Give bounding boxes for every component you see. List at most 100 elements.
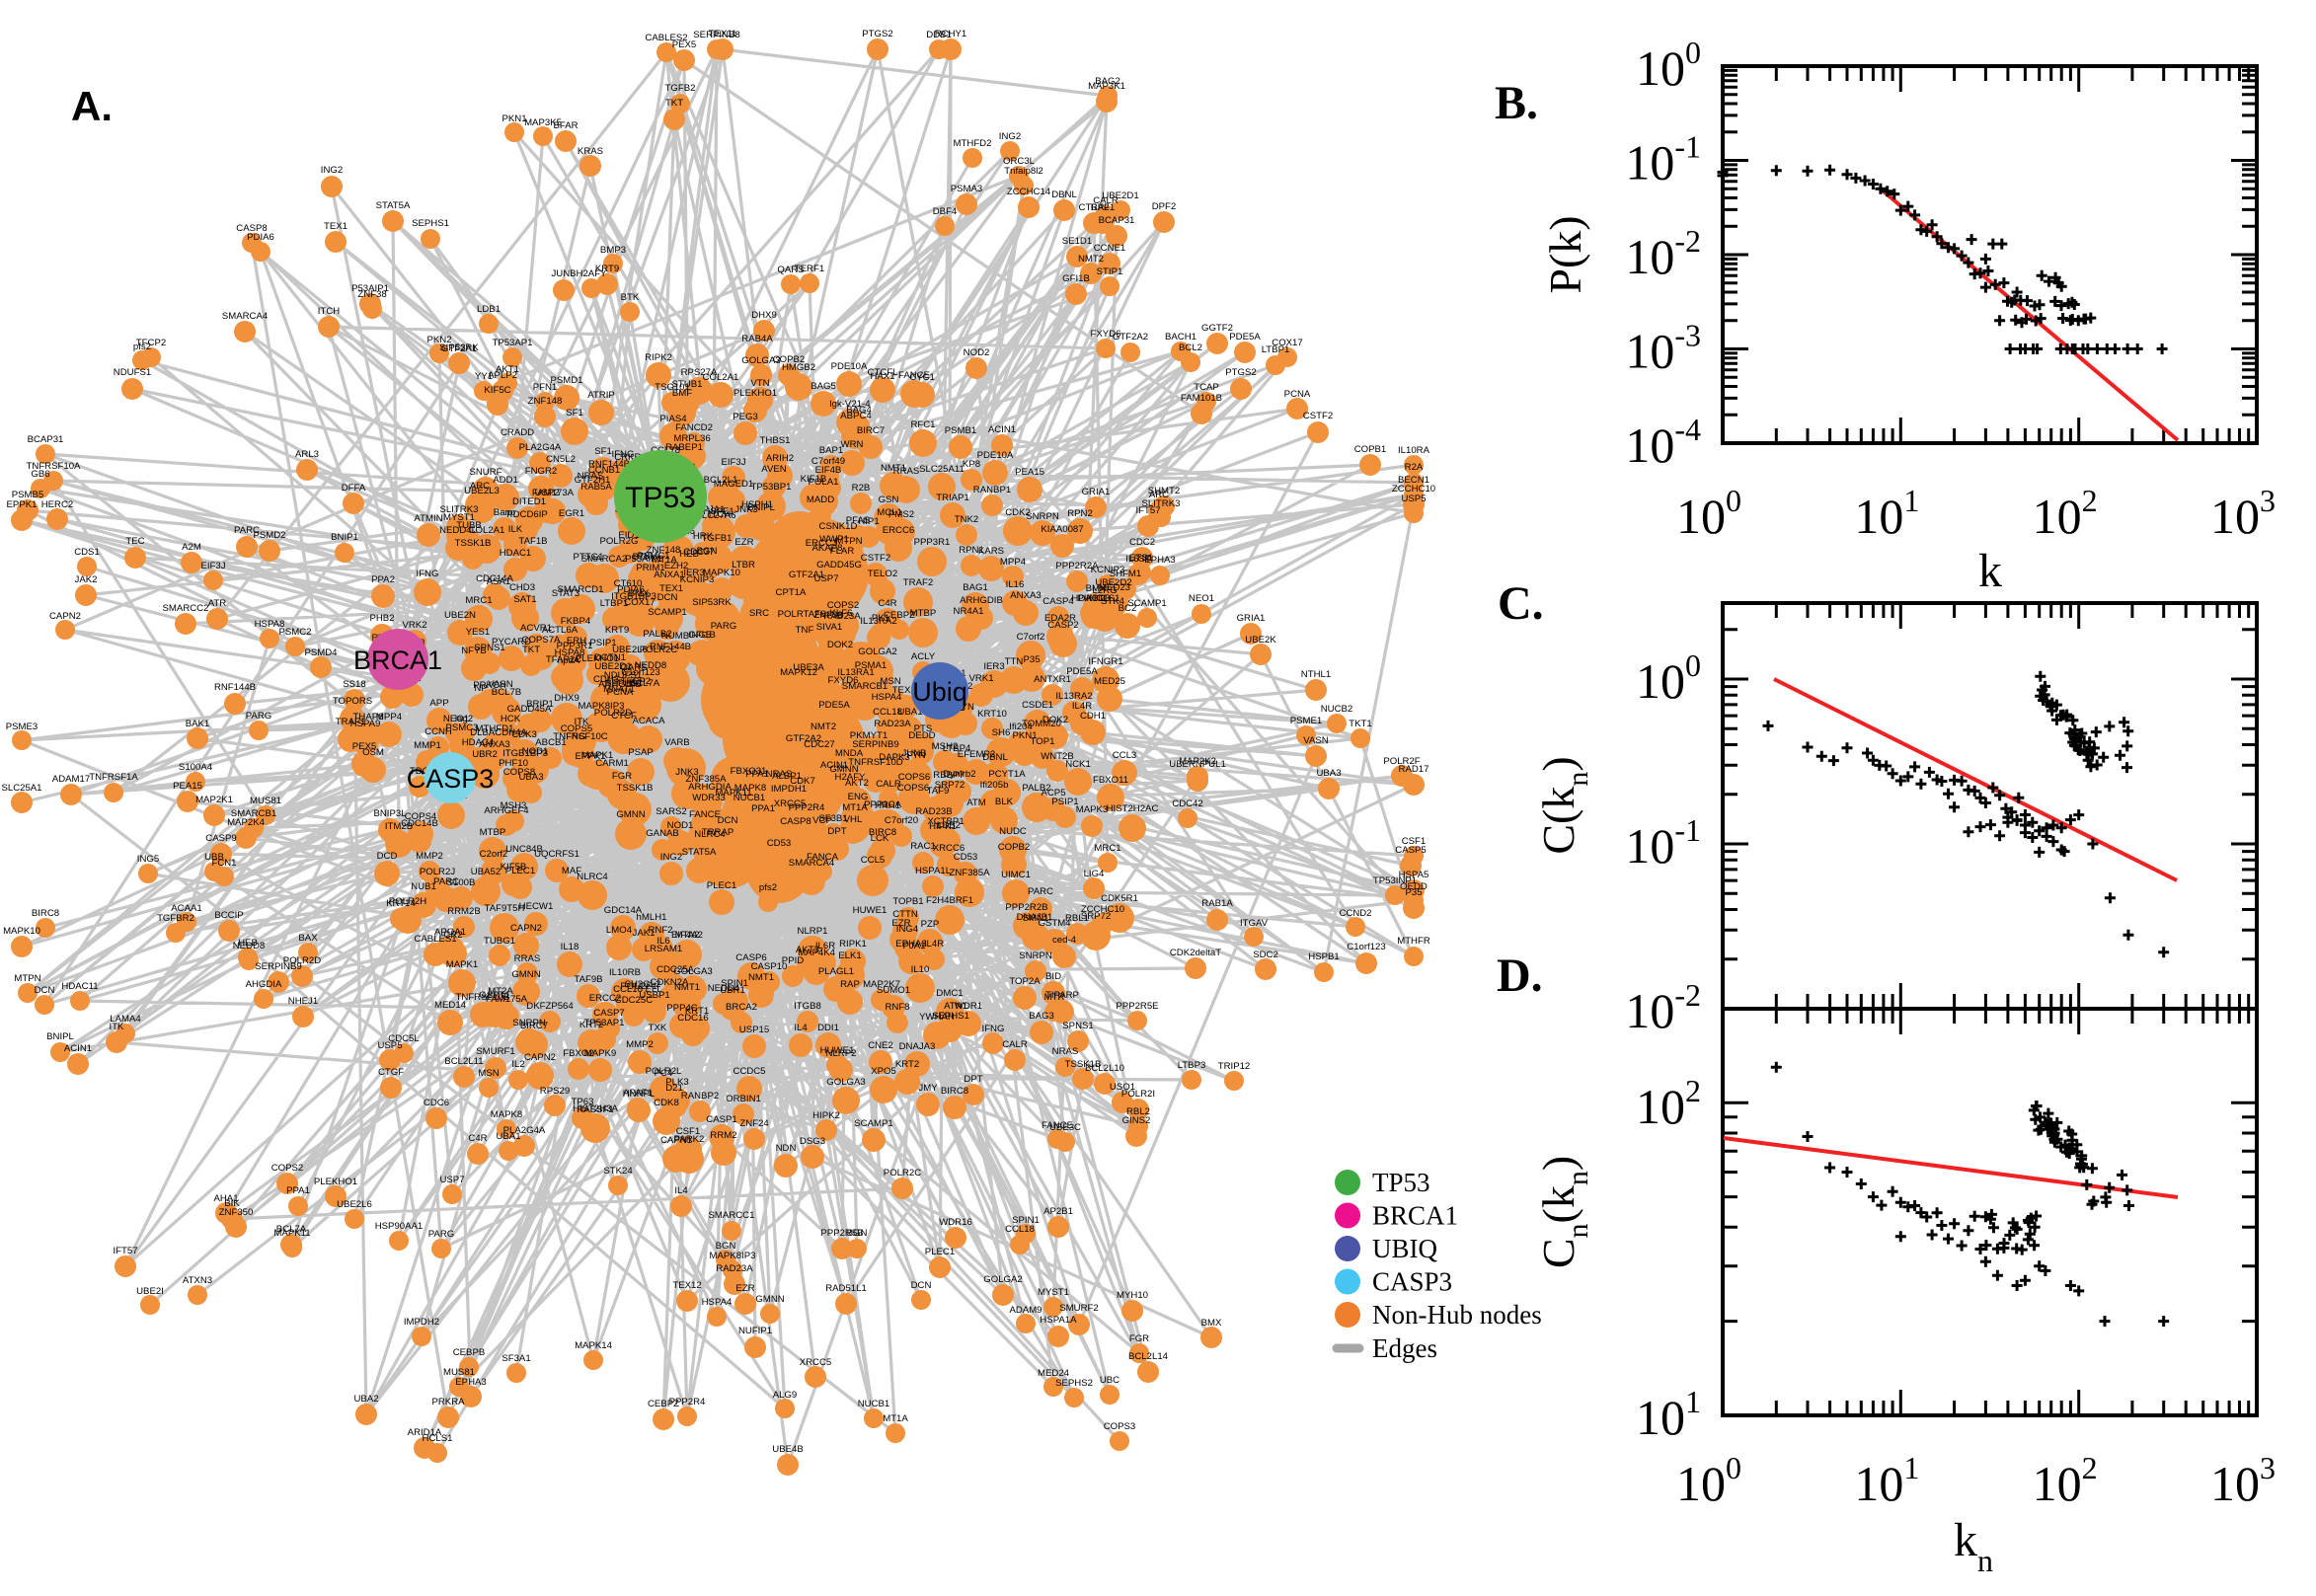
svg-text:P35: P35 bbox=[1023, 654, 1040, 665]
svg-text:GRIA1: GRIA1 bbox=[1237, 613, 1266, 624]
svg-text:STIP1: STIP1 bbox=[1097, 266, 1123, 277]
svg-text:C2orf2: C2orf2 bbox=[480, 849, 508, 860]
svg-text:KIAA0087: KIAA0087 bbox=[1041, 524, 1083, 535]
svg-text:GTF2A2: GTF2A2 bbox=[786, 733, 821, 744]
svg-text:IFNGR1: IFNGR1 bbox=[1088, 656, 1122, 667]
svg-text:ATN1: ATN1 bbox=[944, 1001, 967, 1012]
svg-text:LAMA4: LAMA4 bbox=[110, 1014, 141, 1025]
svg-text:EIF4B: EIF4B bbox=[815, 465, 842, 476]
svg-text:ADD1: ADD1 bbox=[493, 475, 518, 486]
svg-text:CEBPZ: CEBPZ bbox=[884, 610, 915, 621]
svg-text:ABCB1: ABCB1 bbox=[535, 737, 566, 748]
svg-text:GSPT1: GSPT1 bbox=[479, 990, 509, 1001]
svg-text:RANBP1: RANBP1 bbox=[973, 485, 1011, 495]
svg-text:TP53: TP53 bbox=[625, 482, 696, 514]
svg-text:MED25: MED25 bbox=[1094, 676, 1125, 687]
svg-text:POLR2C: POLR2C bbox=[884, 1168, 921, 1178]
svg-text:BCL2L1: BCL2L1 bbox=[704, 475, 738, 486]
svg-text:MAP2K2: MAP2K2 bbox=[1179, 756, 1216, 767]
svg-text:USP15: USP15 bbox=[739, 1025, 769, 1035]
svg-text:ACIN1: ACIN1 bbox=[820, 760, 848, 771]
svg-text:APOA1: APOA1 bbox=[434, 927, 466, 938]
svg-text:ATRIP: ATRIP bbox=[587, 390, 615, 401]
svg-text:IL13RA2: IL13RA2 bbox=[860, 616, 896, 627]
svg-text:MAP4K4: MAP4K4 bbox=[798, 948, 836, 958]
svg-text:NUMB: NUMB bbox=[661, 631, 689, 642]
svg-text:MAP2K7: MAP2K7 bbox=[863, 979, 900, 990]
svg-text:PRKRA: PRKRA bbox=[431, 1397, 465, 1407]
svg-text:CTCFL: CTCFL bbox=[868, 367, 899, 378]
svg-text:PSMC2: PSMC2 bbox=[278, 627, 311, 638]
svg-text:pfs2: pfs2 bbox=[133, 342, 151, 352]
svg-text:PPA1: PPA1 bbox=[751, 803, 775, 814]
svg-text:STK24: STK24 bbox=[603, 1166, 633, 1177]
svg-text:SF1: SF1 bbox=[566, 408, 583, 418]
svg-text:APAF1: APAF1 bbox=[623, 1088, 653, 1099]
svg-text:CASP9: CASP9 bbox=[205, 833, 236, 844]
svg-text:MAP2K4: MAP2K4 bbox=[227, 817, 266, 828]
svg-text:TRAF2: TRAF2 bbox=[903, 577, 933, 588]
svg-text:C.: C. bbox=[1498, 577, 1544, 630]
svg-text:MUS81: MUS81 bbox=[443, 1367, 475, 1378]
svg-text:CASP7: CASP7 bbox=[593, 1008, 624, 1019]
svg-text:BLK: BLK bbox=[995, 797, 1014, 807]
svg-text:TKT1: TKT1 bbox=[1349, 719, 1371, 729]
svg-text:RNF8: RNF8 bbox=[885, 1002, 909, 1013]
svg-text:TUBG1: TUBG1 bbox=[484, 936, 515, 947]
svg-text:HSPA4: HSPA4 bbox=[702, 1297, 733, 1308]
svg-text:PSIP1: PSIP1 bbox=[589, 638, 616, 648]
svg-text:NEO1: NEO1 bbox=[1189, 593, 1214, 604]
svg-text:EID1: EID1 bbox=[618, 530, 639, 541]
svg-text:KRT2: KRT2 bbox=[895, 1059, 919, 1070]
svg-text:ATMIN: ATMIN bbox=[414, 513, 442, 524]
svg-text:NMT1: NMT1 bbox=[881, 463, 906, 474]
svg-text:ARIH2: ARIH2 bbox=[766, 453, 794, 464]
svg-text:MAPK12: MAPK12 bbox=[780, 667, 817, 678]
svg-text:HRH1: HRH1 bbox=[875, 800, 900, 811]
svg-text:HECW1: HECW1 bbox=[519, 901, 554, 912]
svg-text:ADAM17: ADAM17 bbox=[52, 774, 90, 785]
svg-text:GOLGA3: GOLGA3 bbox=[673, 966, 712, 977]
svg-text:SF1: SF1 bbox=[594, 446, 612, 457]
svg-text:FANCD2: FANCD2 bbox=[675, 422, 713, 433]
svg-text:GB6: GB6 bbox=[31, 469, 49, 480]
svg-text:KCNIP3: KCNIP3 bbox=[680, 574, 715, 585]
svg-text:POLR2D: POLR2D bbox=[283, 955, 321, 966]
svg-text:SMARCC2: SMARCC2 bbox=[163, 603, 209, 614]
svg-text:LRSAM1: LRSAM1 bbox=[645, 944, 682, 954]
svg-text:BACH1: BACH1 bbox=[1165, 332, 1197, 342]
svg-text:ELK1: ELK1 bbox=[838, 950, 861, 961]
svg-text:CCL3: CCL3 bbox=[1113, 750, 1137, 761]
svg-text:GOLGA2: GOLGA2 bbox=[858, 646, 896, 657]
svg-text:RAF1: RAF1 bbox=[1091, 202, 1116, 213]
svg-text:TNK2: TNK2 bbox=[955, 514, 979, 525]
svg-text:IFT57: IFT57 bbox=[113, 1246, 137, 1256]
svg-text:IL16: IL16 bbox=[1006, 579, 1025, 590]
svg-text:PPA1: PPA1 bbox=[286, 1185, 310, 1196]
svg-text:PCYT1A: PCYT1A bbox=[988, 769, 1026, 780]
svg-text:ING5: ING5 bbox=[689, 630, 711, 641]
svg-text:GADD45G: GADD45G bbox=[816, 560, 862, 570]
svg-text:TOP1: TOP1 bbox=[1031, 736, 1055, 747]
svg-text:GTF2A1: GTF2A1 bbox=[789, 570, 824, 580]
svg-text:TGFBR2: TGFBR2 bbox=[157, 913, 194, 924]
svg-text:MED14: MED14 bbox=[434, 1000, 467, 1011]
svg-text:COPS6: COPS6 bbox=[898, 772, 931, 783]
svg-text:RPN2: RPN2 bbox=[1067, 508, 1093, 519]
svg-text:HEB: HEB bbox=[238, 938, 258, 949]
svg-text:CASP10: CASP10 bbox=[751, 961, 788, 972]
svg-text:C7orf49: C7orf49 bbox=[811, 456, 845, 467]
svg-text:HSPA8: HSPA8 bbox=[555, 647, 585, 658]
svg-text:PPP2R2A: PPP2R2A bbox=[1055, 561, 1099, 571]
svg-text:KRT9: KRT9 bbox=[595, 264, 619, 274]
svg-text:SPIN1: SPIN1 bbox=[1012, 1215, 1040, 1226]
svg-text:HIP1: HIP1 bbox=[858, 516, 879, 527]
svg-text:SLC25A11: SLC25A11 bbox=[919, 464, 965, 475]
svg-text:OSM: OSM bbox=[362, 747, 384, 758]
svg-text:CRADD: CRADD bbox=[501, 427, 534, 438]
svg-text:TSSK1B: TSSK1B bbox=[455, 538, 492, 549]
svg-text:IL18: IL18 bbox=[561, 942, 579, 952]
svg-text:BIRC8: BIRC8 bbox=[32, 908, 59, 919]
svg-text:IMPDH2: IMPDH2 bbox=[404, 1317, 439, 1328]
svg-text:CHD3: CHD3 bbox=[509, 582, 535, 593]
